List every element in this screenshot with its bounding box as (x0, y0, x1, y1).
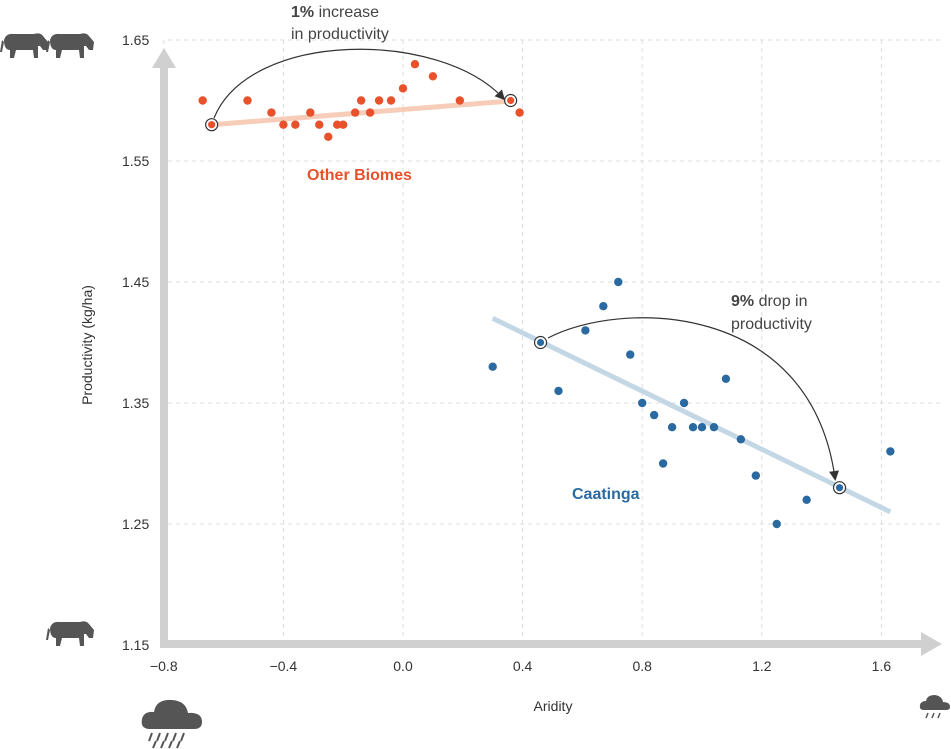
data-point (279, 120, 288, 129)
data-point (688, 423, 698, 432)
x-axis-arrow (160, 632, 942, 656)
y-axis-title: Productivity (kg/ha) (79, 285, 95, 405)
drop-value: 9% (731, 293, 754, 310)
trend-line (491, 316, 892, 515)
y-tick-label: 1.65 (122, 32, 149, 48)
x-tick-label: −0.8 (150, 658, 178, 674)
x-tick-label: 0.0 (393, 658, 413, 674)
data-point (365, 108, 375, 117)
two-cattle-icon (0, 33, 94, 58)
data-point (709, 423, 719, 432)
data-point (198, 96, 207, 105)
increase-arrow (213, 48, 506, 119)
y-tick-label: 1.25 (122, 516, 149, 532)
data-point (350, 108, 360, 117)
data-point (386, 96, 396, 105)
data-point (638, 398, 647, 408)
data-point (721, 374, 731, 383)
heavy-rain-cloud-icon (141, 699, 202, 749)
data-point (339, 120, 348, 129)
data-point (581, 326, 590, 335)
data-point (291, 120, 300, 129)
data-point (374, 96, 384, 105)
data-point (515, 108, 524, 117)
y-axis-arrow (152, 48, 176, 646)
y-tick-label: 1.35 (122, 395, 149, 411)
data-point (736, 435, 746, 444)
data-point (599, 302, 608, 311)
trend-lines (211, 98, 892, 515)
data-point (886, 447, 895, 456)
y-tick-label: 1.15 (122, 637, 149, 653)
data-point (658, 459, 668, 468)
data-point (649, 410, 659, 420)
data-point (679, 398, 689, 408)
increase-value: 1% (291, 4, 314, 21)
data-point (697, 423, 707, 432)
light-rain-cloud-icon (919, 695, 950, 719)
x-tick-label: 1.6 (872, 658, 892, 674)
data-point (306, 108, 315, 117)
data-point (488, 362, 497, 371)
drop-annotation: 9% drop in (731, 293, 808, 310)
cattle-icon (46, 621, 94, 646)
y-tick-label: 1.45 (122, 274, 149, 290)
y-tick-labels: 1.15 1.25 1.35 1.45 1.55 1.65 (122, 32, 149, 653)
highlight-point-center (507, 96, 515, 105)
data-point (554, 386, 563, 396)
data-point (243, 96, 252, 105)
drop-text-line1: drop in (754, 293, 807, 310)
data-point (667, 423, 677, 432)
highlighted-points (205, 93, 847, 495)
data-point (614, 277, 623, 287)
data-point (626, 350, 635, 359)
data-point (356, 96, 366, 105)
y-tick-label: 1.55 (122, 153, 149, 169)
data-point (802, 495, 811, 504)
drop-text-line2: productivity (731, 316, 812, 333)
data-point (428, 72, 438, 81)
data-point (410, 59, 420, 69)
data-point (315, 120, 324, 129)
data-point (324, 132, 333, 141)
x-tick-labels: −0.8 −0.4 0.0 0.4 0.8 1.2 1.6 (150, 658, 891, 674)
series-label-caatinga: Caatinga (572, 486, 640, 503)
highlight-point-center (536, 338, 545, 347)
data-point (398, 84, 408, 93)
x-tick-label: 1.2 (752, 658, 772, 674)
x-axis-title: Aridity (534, 698, 573, 714)
increase-text-line2: in productivity (291, 26, 389, 43)
grid (163, 39, 942, 640)
data-point (333, 120, 342, 129)
series-label-other-biomes: Other Biomes (307, 167, 412, 184)
data-point (751, 471, 761, 480)
trend-line (211, 98, 517, 128)
x-tick-label: 0.4 (513, 658, 533, 674)
x-tick-label: 0.8 (632, 658, 652, 674)
data-point (772, 519, 781, 529)
increase-text-line1: increase (314, 4, 379, 21)
data-point (455, 96, 465, 105)
highlight-point-center (835, 484, 844, 492)
data-points (198, 59, 895, 529)
data-point (267, 108, 276, 117)
increase-annotation: 1% increase (291, 4, 379, 21)
highlight-point-center (208, 121, 216, 129)
drop-arrow (547, 317, 839, 481)
x-tick-label: −0.4 (270, 658, 298, 674)
